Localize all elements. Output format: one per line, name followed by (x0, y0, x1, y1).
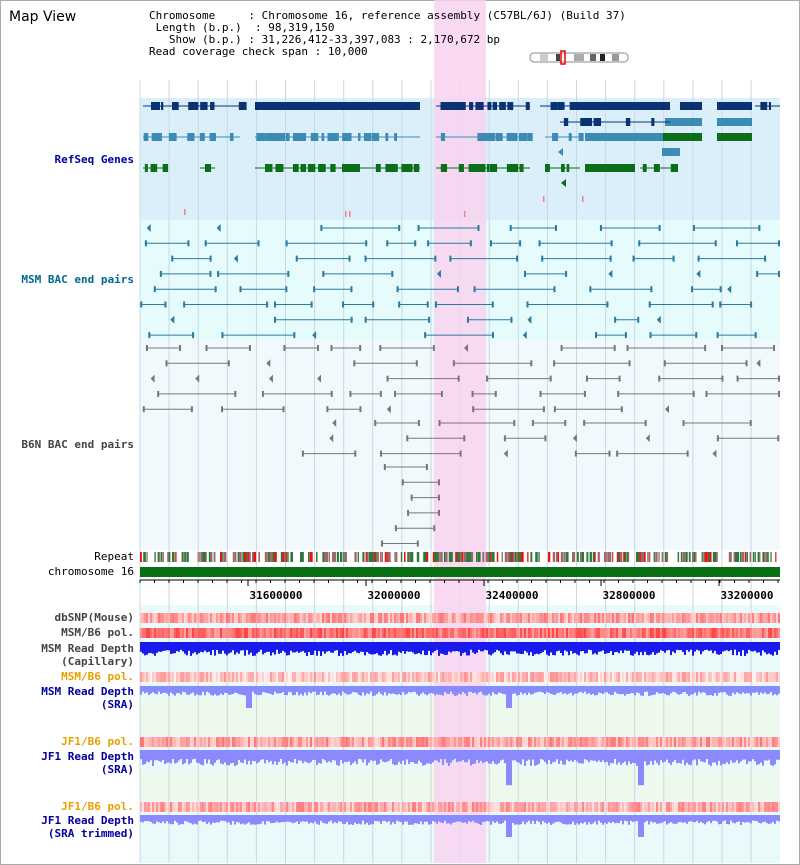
chromosome-value: Chromosome 16, reference assembly (C57BL… (261, 9, 626, 22)
axis-tick-label: 32400000 (486, 589, 539, 602)
jf1-pol-heat (140, 737, 780, 747)
coverage-label: Read coverage check span (149, 45, 308, 58)
length-value: 98,319,150 (268, 21, 335, 34)
jf1-read-depth-sub: (SRA) (100, 763, 134, 776)
jf1-read-depth-label[interactable]: JF1 Read Depth (41, 750, 134, 763)
msm-read-depth-sra-sub: (SRA) (100, 698, 134, 711)
b6n-bac-pairs-upper (142, 344, 780, 414)
msm-read-depth-cap-label[interactable]: MSM Read Depth (41, 642, 134, 655)
jf1-pol2-label[interactable]: JF1/B6 pol. (61, 800, 134, 813)
refseq-genes-label[interactable]: RefSeq Genes (54, 153, 134, 166)
b6n-bac-pairs-lower (381, 464, 440, 547)
jf1-pol-label[interactable]: JF1/B6 pol. (61, 735, 134, 748)
msm-b6-pol-label[interactable]: MSM/B6 pol. (61, 626, 134, 639)
chromosome-ideogram (529, 50, 629, 65)
jf1-pol2-heat (140, 802, 780, 812)
chromosome-label: Chromosome (149, 9, 216, 22)
b6n-bac-label[interactable]: B6N BAC end pairs (21, 438, 134, 451)
axis-tick-label: 32800000 (603, 589, 656, 602)
msm-read-depth-capillary (140, 642, 780, 656)
axis-tick-label: 31600000 (250, 589, 303, 602)
axis-tick-label: 33200000 (721, 589, 774, 602)
jf1-read-depth-sra (140, 750, 780, 786)
position-axis: 31600000 32000000 32400000 32800000 33200000 (139, 579, 780, 602)
msm-read-depth-sra-label[interactable]: MSM Read Depth (41, 685, 134, 698)
jf1-read-depth-trimmed (140, 815, 780, 837)
msm-b6-pol-heat (140, 628, 780, 638)
msm-read-depth-sra (140, 686, 780, 708)
msm-read-depth-cap-sub: (Capillary) (61, 655, 134, 668)
show-label: Show (b.p.) (168, 33, 242, 46)
length-label: Length (b.p.) (155, 21, 242, 34)
msm-b6-pol2-heat (140, 672, 780, 682)
axis-tick-label: 32000000 (368, 589, 421, 602)
msm-b6-pol2-label[interactable]: MSM/B6 pol. (61, 670, 134, 683)
msm-bac-label[interactable]: MSM BAC end pairs (21, 273, 134, 286)
repeat-track (140, 552, 777, 562)
page-title: Map View (9, 9, 77, 25)
repeat-label: Repeat (94, 550, 134, 563)
coverage-value: 10,000 (327, 45, 368, 58)
jf1-trimmed-label[interactable]: JF1 Read Depth (41, 814, 134, 827)
msm-bac-pairs (140, 224, 780, 340)
chromosome-bar (140, 567, 780, 577)
show-value: 31,226,412-33,397,083 : 2,170,672 bp (261, 33, 501, 46)
refseq-gene-features (143, 102, 780, 217)
dbsnp-label[interactable]: dbSNP(Mouse) (54, 611, 134, 624)
chromosome-track-label: chromosome 16 (47, 565, 134, 578)
b6n-bac-pairs-mid (301, 419, 780, 458)
highlight-region (434, 0, 486, 863)
chromosome-info: Chromosome : Chromosome 16, reference as… (149, 9, 626, 58)
dbsnp-heat (140, 613, 780, 623)
jf1-trimmed-sub: (SRA trimmed) (47, 827, 134, 840)
